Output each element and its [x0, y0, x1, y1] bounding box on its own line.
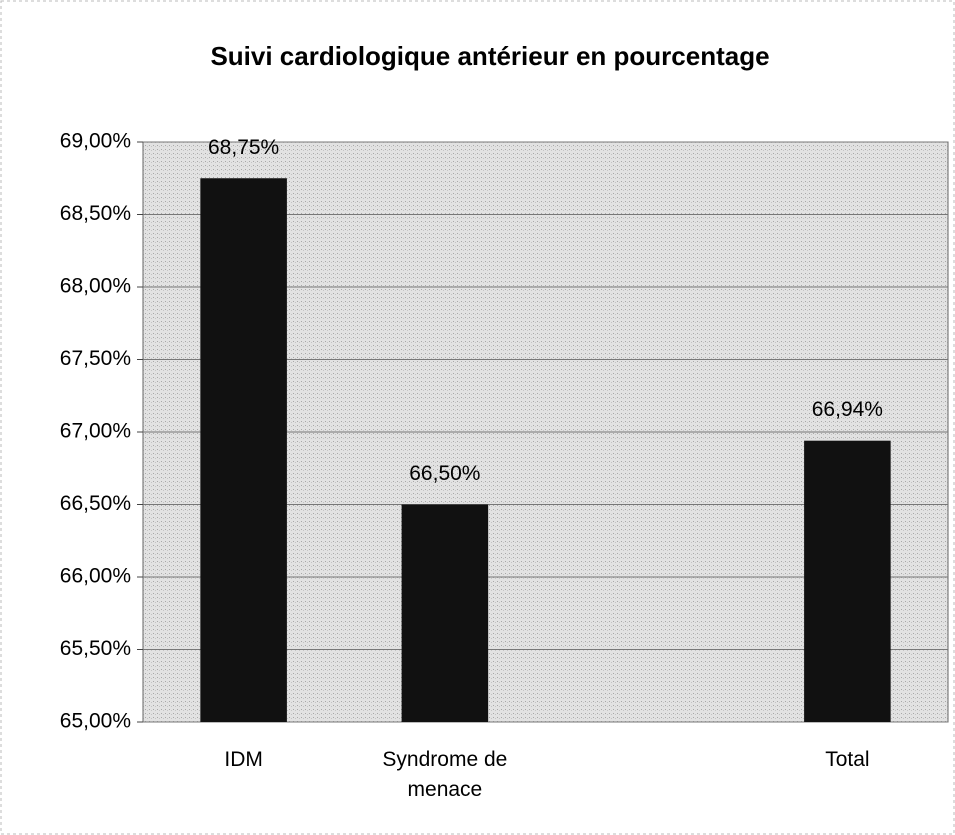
x-tick-label: Total: [825, 748, 870, 771]
y-tick-label: 68,50%: [60, 202, 131, 225]
y-tick-label: 68,00%: [60, 275, 131, 298]
y-tick-label: 69,00%: [60, 130, 131, 153]
y-tick-label: 67,00%: [60, 420, 131, 443]
bar: [401, 504, 489, 722]
value-label: 66,94%: [812, 398, 883, 421]
value-label: 66,50%: [409, 462, 480, 485]
bar: [804, 440, 891, 722]
y-tick-label: 66,00%: [60, 565, 131, 588]
y-tick-label: 65,50%: [60, 637, 131, 660]
x-tick-label: Syndrome de menace: [382, 748, 508, 801]
chart-title: Suivi cardiologique antérieur en pourcen…: [210, 41, 769, 71]
value-label: 68,75%: [208, 136, 279, 159]
y-tick-label: 65,00%: [60, 710, 131, 733]
bar: [200, 178, 287, 722]
y-tick-label: 67,50%: [60, 347, 131, 370]
y-tick-label: 66,50%: [60, 492, 131, 515]
x-tick-label: IDM: [224, 748, 263, 771]
